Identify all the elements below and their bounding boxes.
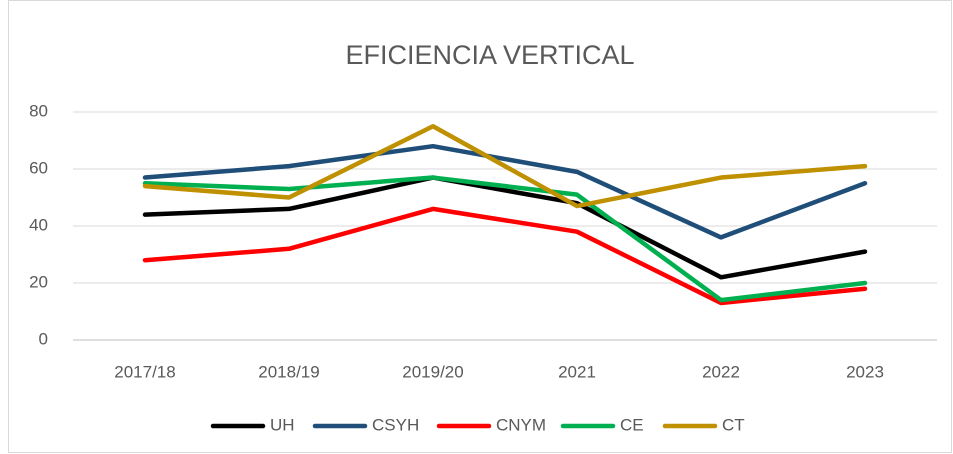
y-tick-label: 40 (29, 215, 48, 234)
legend-label: CSYH (372, 415, 419, 434)
x-tick-label: 2022 (702, 362, 740, 381)
legend-label: CNYM (496, 415, 546, 434)
x-tick-label: 2018/19 (258, 362, 319, 381)
y-tick-label: 0 (39, 329, 48, 348)
x-tick-label: 2021 (558, 362, 596, 381)
y-tick-label: 60 (29, 158, 48, 177)
series-line (142, 143, 868, 240)
x-tick-label: 2019/20 (402, 362, 463, 381)
series-line (142, 206, 868, 306)
chart-title: EFICIENCIA VERTICAL (345, 40, 634, 70)
y-tick-label: 80 (29, 101, 48, 120)
series-line (142, 124, 868, 209)
legend-label: CT (722, 415, 745, 434)
legend-label: UH (270, 415, 295, 434)
x-tick-label: 2017/18 (114, 362, 175, 381)
x-tick-label: 2023 (846, 362, 884, 381)
legend-label: CE (620, 415, 644, 434)
series-line (142, 175, 868, 303)
series-line (142, 175, 868, 280)
y-tick-label: 20 (29, 272, 48, 291)
